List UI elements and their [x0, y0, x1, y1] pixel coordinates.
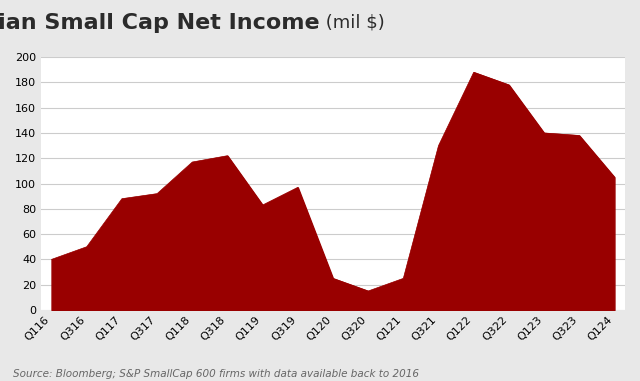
- Text: Median Small Cap Net Income: Median Small Cap Net Income: [0, 13, 320, 33]
- Text: Source: Bloomberg; S&P SmallCap 600 firms with data available back to 2016: Source: Bloomberg; S&P SmallCap 600 firm…: [13, 369, 419, 379]
- Text: (mil $): (mil $): [320, 13, 385, 31]
